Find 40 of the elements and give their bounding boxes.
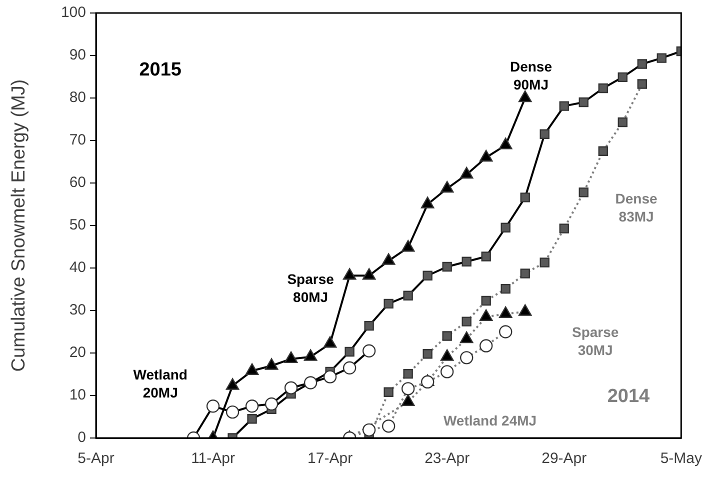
text: Wetland 24MJ: [443, 412, 537, 429]
x-tick-label: 11-Apr: [191, 450, 235, 468]
point: [403, 368, 413, 379]
point: [598, 146, 608, 156]
annotation: 2014: [607, 386, 650, 408]
point: [520, 268, 530, 278]
point: [618, 117, 628, 128]
x-tick-label: 5-Apr: [78, 450, 114, 468]
y-tick-label: 60: [69, 174, 86, 192]
y-tick-label: 100: [60, 4, 86, 22]
series-label: Sparse 80MJ: [287, 271, 334, 306]
series-label: Wetland 20MJ: [133, 366, 188, 401]
y-tick-label: 0: [78, 429, 86, 446]
x-tick-label: 17-Apr: [308, 450, 353, 468]
x-tick-label: 5-May: [660, 450, 702, 468]
x-tick-label: 29-Apr: [542, 450, 587, 468]
series-label: Dense 83MJ: [615, 190, 658, 224]
point: [384, 387, 394, 397]
point: [422, 349, 432, 359]
point: [500, 284, 510, 294]
series-label: Dense 90MJ: [510, 58, 552, 93]
point: [481, 296, 491, 306]
y-tick-label: 90: [69, 46, 86, 64]
point: [442, 331, 452, 341]
y-tick-label: 50: [69, 216, 86, 234]
y-tick-label: 20: [69, 344, 86, 362]
text: Sparse 30MJ: [572, 324, 619, 358]
point: [637, 79, 647, 89]
annotation: 2015: [139, 60, 182, 81]
point: [559, 224, 569, 234]
y-tick-label: 70: [69, 132, 86, 149]
y-axis-title: Cumulative Snowmelt Energy (MJ): [8, 79, 30, 372]
point: [578, 188, 588, 198]
x-tick-label: 23-Apr: [424, 450, 470, 468]
y-tick-label: 30: [69, 302, 86, 319]
y-tick-label: 40: [69, 259, 86, 276]
point: [462, 316, 472, 326]
y-tick-label: 80: [69, 89, 86, 106]
point: [540, 258, 550, 268]
y-tick-label: 10: [69, 386, 86, 404]
